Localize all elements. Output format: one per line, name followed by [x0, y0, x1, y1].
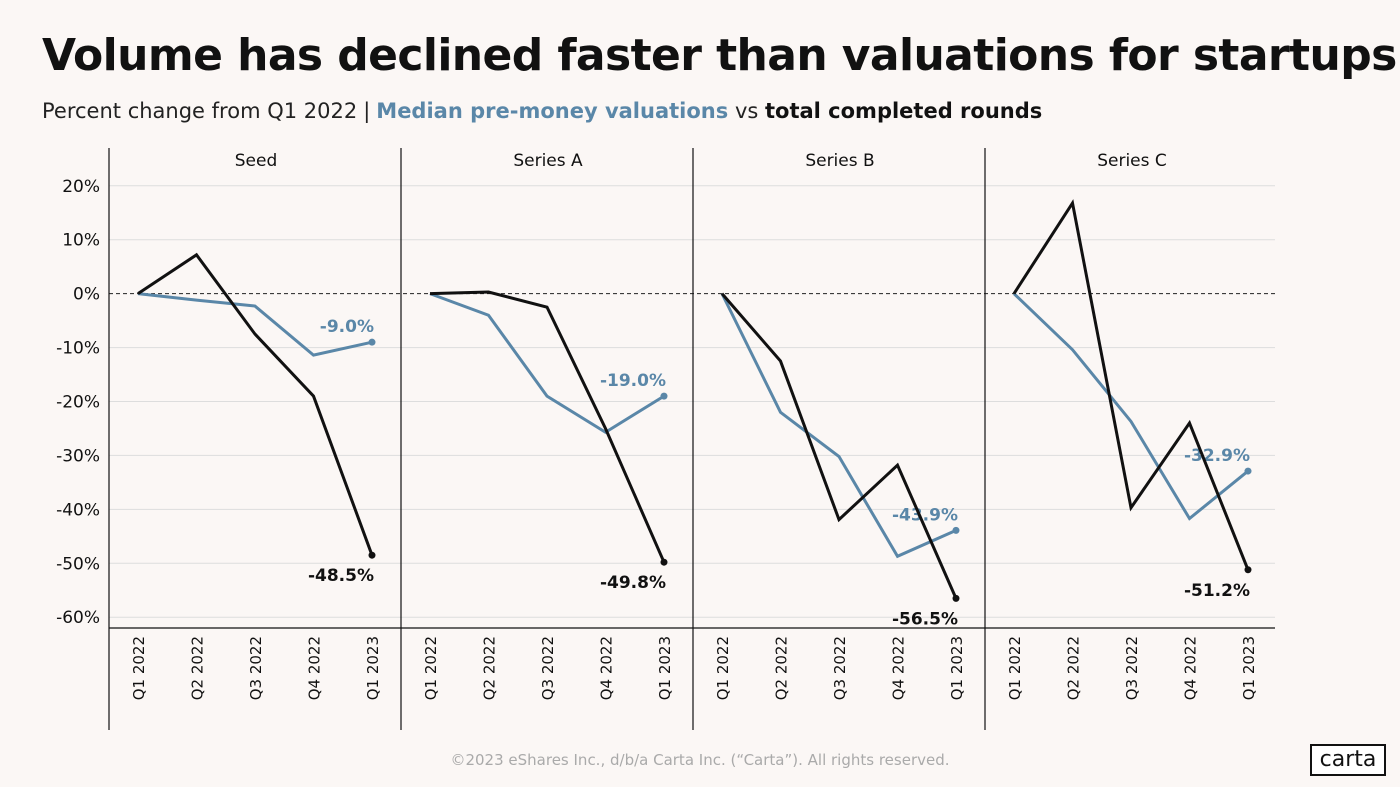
series-line-rounds [137, 252, 374, 556]
end-label-rounds: -51.2% [1184, 581, 1250, 601]
y-tick-label: -30% [56, 446, 100, 466]
legend-valuations-label: Median pre-money valuations [376, 99, 729, 123]
panel-title: Series B [805, 151, 874, 171]
end-label-rounds: -48.5% [308, 566, 374, 586]
x-tick-label: Q4 2022 [890, 636, 908, 700]
x-tick-label: Q3 2022 [247, 636, 265, 700]
x-tick-label: Q3 2022 [1123, 636, 1141, 700]
x-tick-label: Q4 2022 [598, 636, 616, 700]
x-tick-label: Q1 2023 [948, 636, 966, 700]
end-point-valuations [952, 526, 960, 534]
x-tick-label: Q1 2022 [130, 636, 148, 700]
series-line-rounds [720, 292, 958, 599]
x-tick-label: Q2 2022 [773, 636, 791, 700]
end-point-valuations [368, 338, 376, 346]
series-line-rounds [429, 290, 666, 563]
series-line-valuations [137, 292, 373, 357]
panel-title: Series C [1097, 151, 1167, 171]
x-tick-label: Q4 2022 [306, 636, 324, 700]
end-point-rounds [660, 558, 668, 566]
x-tick-label: Q1 2023 [656, 636, 674, 700]
y-tick-label: -20% [56, 393, 100, 413]
panel-title: Series A [513, 151, 583, 171]
x-tick-label: Q1 2022 [714, 636, 732, 700]
end-point-rounds [368, 551, 376, 559]
x-tick-label: Q1 2022 [422, 636, 440, 700]
subtitle-vs: vs [734, 99, 759, 123]
x-tick-label: Q1 2023 [364, 636, 382, 700]
end-label-valuations: -43.9% [892, 505, 958, 525]
y-tick-label: -10% [56, 339, 100, 359]
x-tick-label: Q4 2022 [1182, 636, 1200, 700]
end-label-rounds: -49.8% [600, 573, 666, 593]
end-point-rounds [952, 594, 960, 602]
x-tick-label: Q1 2023 [1240, 636, 1258, 700]
subtitle-separator: | [363, 99, 371, 123]
series-line-valuations [720, 292, 957, 559]
y-tick-label: -60% [56, 608, 100, 628]
end-point-valuations [1244, 467, 1252, 475]
chart-subtitle: Percent change from Q1 2022 | Median pre-m… [42, 99, 1042, 123]
series-line-rounds [1012, 199, 1250, 571]
y-tick-label: 10% [62, 231, 100, 251]
end-point-rounds [1244, 566, 1252, 574]
series-line-valuations [429, 292, 665, 435]
y-tick-label: 20% [62, 177, 100, 197]
series-line-valuations [1012, 292, 1249, 521]
subtitle-prefix: Percent change from Q1 2022 [42, 99, 358, 123]
x-tick-label: Q2 2022 [1065, 636, 1083, 700]
chart-title: Volume has declined faster than valuatio… [42, 30, 1397, 81]
x-tick-label: Q1 2022 [1006, 636, 1024, 700]
x-tick-label: Q3 2022 [539, 636, 557, 700]
y-tick-label: -50% [56, 554, 100, 574]
y-tick-label: -40% [56, 500, 100, 520]
end-label-valuations: -9.0% [320, 317, 374, 337]
legend-rounds-label: total completed rounds [765, 99, 1043, 123]
x-tick-label: Q2 2022 [189, 636, 207, 700]
carta-logo: carta [1310, 744, 1386, 776]
end-label-valuations: -19.0% [600, 371, 666, 391]
end-label-valuations: -32.9% [1184, 446, 1250, 466]
y-tick-label: 0% [73, 285, 100, 305]
end-point-valuations [660, 392, 668, 400]
x-tick-label: Q2 2022 [481, 636, 499, 700]
copyright-footer: ©2023 eShares Inc., d/b/a Carta Inc. (“C… [450, 751, 950, 769]
x-tick-label: Q3 2022 [831, 636, 849, 700]
end-label-rounds: -56.5% [892, 609, 958, 629]
panel-title: Seed [235, 151, 278, 171]
